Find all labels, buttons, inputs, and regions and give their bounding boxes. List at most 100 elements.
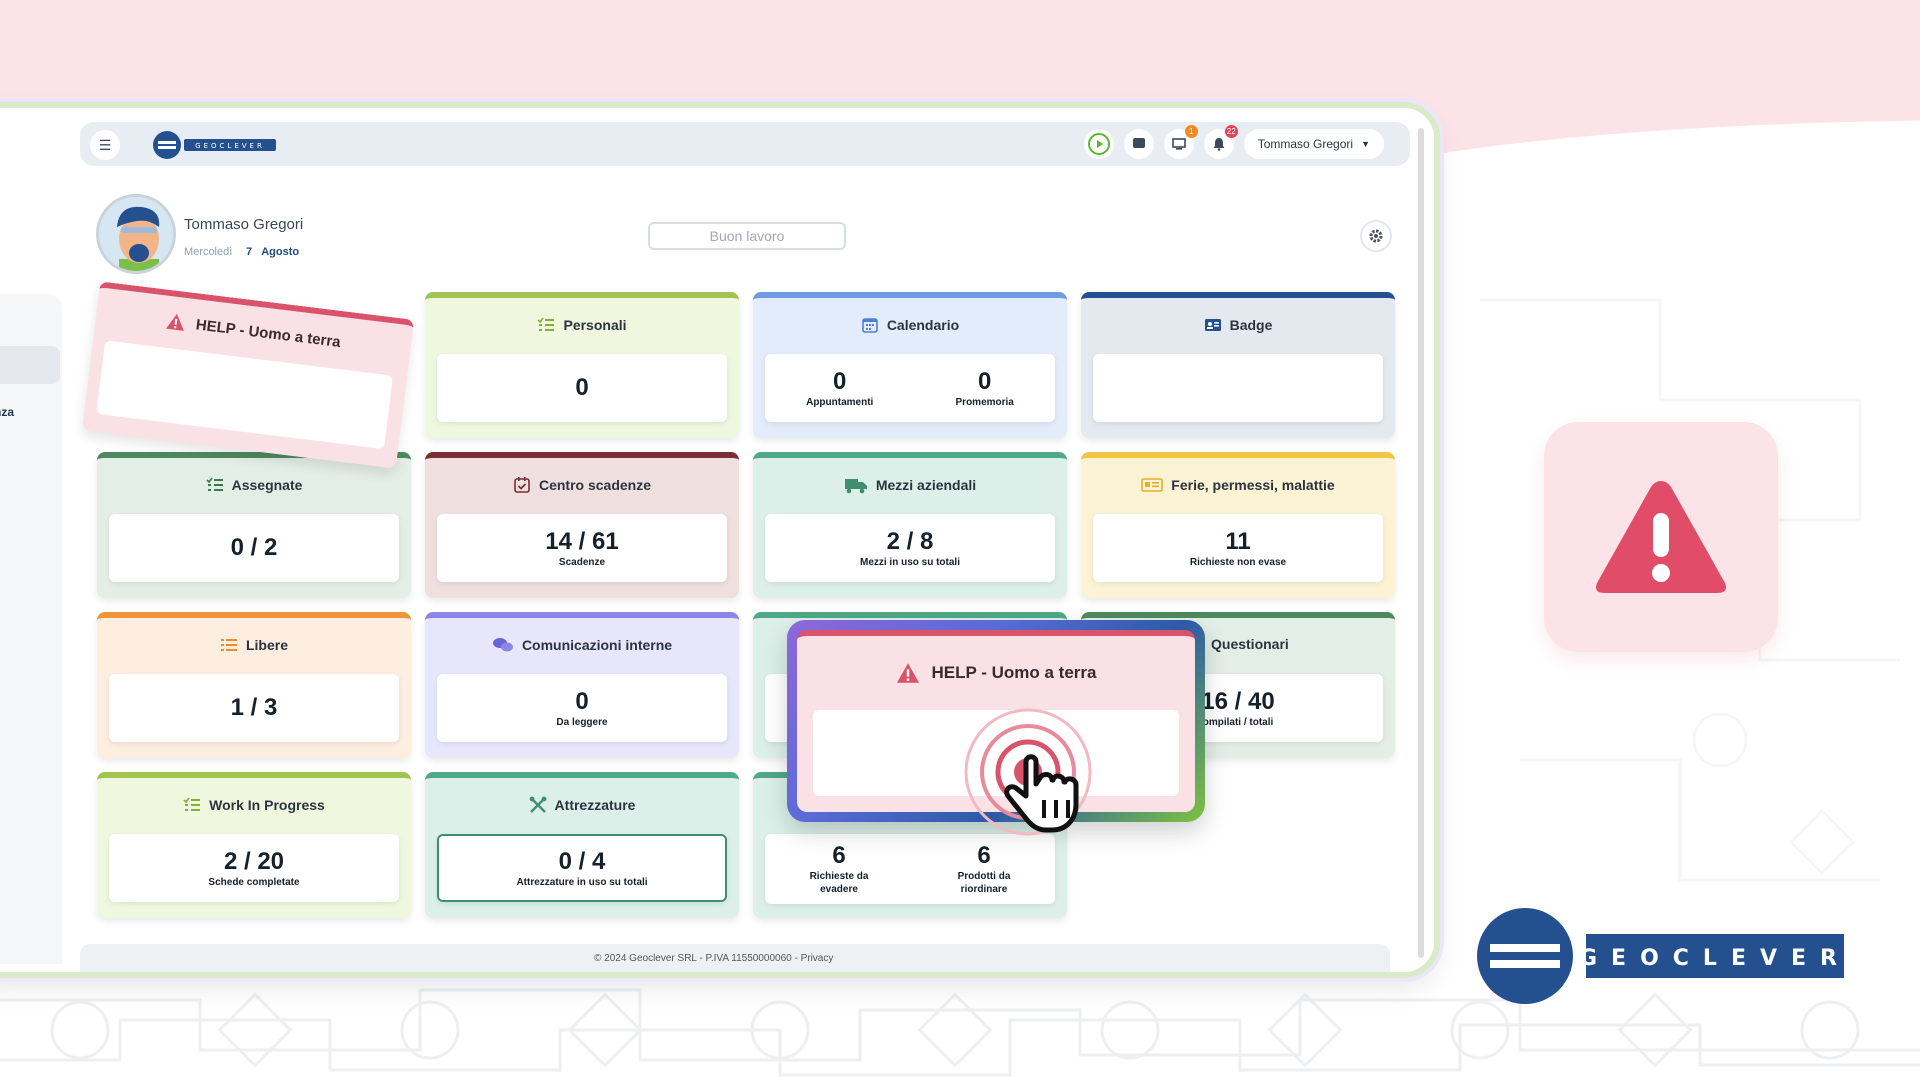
widget-ferie-body: 11 Richieste non evase: [1093, 514, 1383, 582]
help-card-dragging[interactable]: HELP - Uomo a terra: [82, 281, 414, 469]
widget-centro-scadenze-title: Centro scadenze: [538, 477, 652, 493]
bell-icon[interactable]: 22: [1203, 125, 1238, 159]
sidebar-item-label[interactable]: genza: [0, 405, 15, 419]
widget-calendario[interactable]: Calendario 0 Appuntamenti 0 Promemoria: [753, 292, 1067, 438]
widget-centro-scadenze-value: 14 / 61: [545, 527, 619, 555]
user-date-number: 7: [246, 246, 253, 258]
widget-calendario-title: Calendario: [886, 317, 960, 333]
widget-attrezzature-label: Attrezzature in uso su totali: [516, 876, 648, 888]
footer: [80, 944, 1390, 972]
widget-assegnate-value: 0 / 2: [230, 534, 278, 561]
widget-wip-label: Schede completate: [208, 876, 300, 888]
sidebar-item-active[interactable]: [0, 346, 60, 384]
footer-text: © 2024 Geoclever SRL - P.IVA 11550000060…: [594, 953, 834, 964]
widget-libere[interactable]: Libere 1 / 3: [97, 612, 411, 758]
widget-personali-value: 0: [575, 374, 589, 401]
settings-gear-icon[interactable]: [1360, 220, 1392, 252]
widget-attrezzature-body: 0 / 4 Attrezzature in uso su totali: [437, 834, 727, 902]
widget-calendario-header: Calendario: [753, 316, 1067, 334]
widget-libere-value: 1 / 3: [230, 694, 278, 721]
widget-wip-body: 2 / 20 Schede completate: [109, 834, 399, 902]
top-actions: 1 22 Tommaso Gregori ▼: [1083, 125, 1384, 160]
widget-mezzi-label: Mezzi in uso su totali: [859, 556, 960, 568]
message-icon[interactable]: [1123, 129, 1154, 159]
monitor-icon[interactable]: 1: [1163, 125, 1198, 159]
geoclever-brand-logo: GEOCLEVER: [1477, 908, 1846, 1004]
widget-ferie-value: 11: [1225, 527, 1251, 555]
widget-calendario-body: 0 Appuntamenti 0 Promemoria: [765, 354, 1055, 422]
chevron-down-icon: ▼: [1361, 139, 1370, 149]
user-menu-button[interactable]: Tommaso Gregori ▼: [1243, 129, 1384, 159]
chat-bubbles-icon: [492, 638, 513, 652]
widget-badge-body: [1093, 354, 1383, 422]
alert-tile: [1544, 422, 1778, 652]
widget-magazzino-body: 6 Richieste da evadere 6 Prodotti da riordin…: [765, 834, 1055, 904]
widget-personali-header: Personali: [425, 316, 739, 334]
widget-questionari-title: Questionari: [1211, 636, 1289, 652]
widget-ferie[interactable]: Ferie, permessi, malattie 11 Richieste no…: [1081, 452, 1395, 598]
widget-comunicazioni[interactable]: Comunicazioni interne 0 Da leggere: [425, 612, 739, 758]
svg-text:GEOCLEVER: GEOCLEVER: [1579, 946, 1846, 971]
magazzino-richieste-value: 6: [832, 842, 846, 869]
widget-assegnate-title: Assegnate: [231, 477, 303, 493]
widget-libere-title: Libere: [245, 637, 288, 653]
user-date-month: Agosto: [261, 246, 300, 258]
user-day: Mercoledì: [184, 246, 233, 258]
widget-libere-body: 1 / 3: [109, 674, 399, 742]
magazzino-prodotti-value: 6: [977, 842, 991, 869]
monitor-count-badge: 1: [1184, 125, 1198, 138]
widget-assegnate[interactable]: Assegnate 0 / 2: [97, 452, 411, 598]
widget-badge-header: Badge: [1081, 316, 1395, 334]
motto-field: Buon lavoro: [648, 222, 846, 250]
widget-attrezzature[interactable]: Attrezzature 0 / 4 Attrezzature in uso su…: [425, 772, 739, 918]
user-menu-label: Tommaso Gregori: [1257, 137, 1354, 151]
calendar-icon: [862, 318, 878, 333]
help-card-dragging-header: HELP - Uomo a terra: [95, 303, 411, 359]
geoclever-top-logo[interactable]: GEOCLEVER: [152, 130, 276, 160]
top-bar: ☰ GEOCLEVER 1 22 Tommaso Gregori: [80, 122, 1410, 166]
widget-mezzi-header: Mezzi aziendali: [753, 476, 1067, 494]
calendario-promemoria-value: 0: [978, 367, 992, 395]
widget-comunicazioni-label: Da leggere: [556, 716, 608, 728]
widget-ferie-label: Richieste non evase: [1189, 556, 1287, 568]
menu-toggle-icon[interactable]: ☰: [90, 130, 120, 160]
help-popup-title: HELP - Uomo a terra: [931, 663, 1097, 682]
calendar-check-icon: [514, 477, 530, 493]
widget-work-in-progress[interactable]: Work In Progress 2 / 20 Schede completate: [97, 772, 411, 918]
widget-comunicazioni-body: 0 Da leggere: [437, 674, 727, 742]
widget-badge-title: Badge: [1229, 317, 1273, 333]
calendario-promemoria-label: Promemoria: [955, 396, 1014, 408]
play-icon[interactable]: [1083, 129, 1114, 159]
widget-personali-body: 0: [437, 354, 727, 422]
help-popup[interactable]: HELP - Uomo a terra: [797, 630, 1195, 812]
widget-comunicazioni-header: Comunicazioni interne: [425, 636, 739, 654]
user-date: 7 Agosto: [246, 246, 299, 258]
help-popup-button[interactable]: [813, 710, 1179, 796]
widget-attrezzature-title: Attrezzature: [554, 797, 636, 813]
circuit-pattern: [0, 988, 1920, 1077]
calendario-appuntamenti-value: 0: [833, 367, 847, 395]
widget-centro-scadenze[interactable]: Centro scadenze 14 / 61 Scadenze: [425, 452, 739, 598]
widget-attrezzature-header: Attrezzature: [425, 796, 739, 814]
widget-personali-title: Personali: [563, 317, 627, 333]
widget-mezzi-body: 2 / 8 Mezzi in uso su totali: [765, 514, 1055, 582]
tools-icon: [529, 796, 546, 813]
avatar[interactable]: [96, 194, 176, 274]
magazzino-richieste-label-2: evadere: [820, 884, 858, 895]
widget-badge[interactable]: Badge: [1081, 292, 1395, 438]
tap-hand-icon: [964, 708, 1092, 836]
bell-count-badge: 22: [1224, 125, 1238, 138]
magazzino-prodotti-label-2: riordinare: [960, 884, 1008, 895]
scrollbar[interactable]: [1418, 128, 1424, 958]
warning-icon: [897, 663, 920, 683]
list-check-icon: [537, 317, 555, 331]
widget-mezzi-value: 2 / 8: [886, 527, 934, 555]
widget-mezzi-aziendali[interactable]: Mezzi aziendali 2 / 8 Mezzi in uso su tot…: [753, 452, 1067, 598]
widget-libere-header: Libere: [97, 636, 411, 654]
calendario-appuntamenti-label: Appuntamenti: [806, 396, 874, 408]
widget-wip-value: 2 / 20: [223, 847, 285, 875]
widget-comunicazioni-value: 0: [575, 687, 589, 715]
widget-personali[interactable]: Personali 0: [425, 292, 739, 438]
widget-wip-header: Work In Progress: [97, 796, 411, 814]
id-card-icon: [1204, 319, 1221, 331]
